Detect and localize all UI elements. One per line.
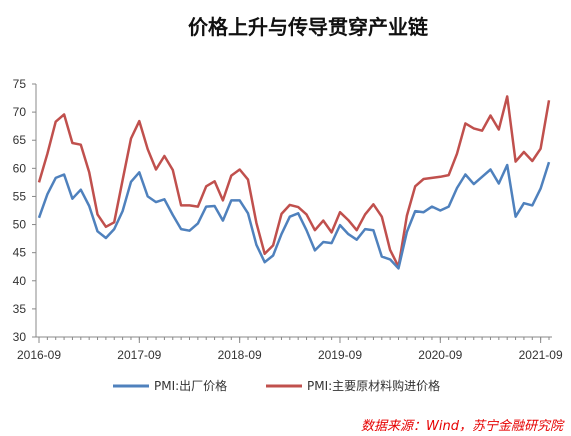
x-tick-label: 2017-09 — [117, 348, 161, 362]
series-line-factory-price — [37, 161, 551, 270]
legend: PMI:出厂价格 PMI:主要原材料购进价格 — [113, 378, 440, 393]
y-tick-label: 65 — [13, 133, 27, 147]
axes: 30 35 40 45 50 55 60 65 70 75 2016-09 2017-09 2018-0… — [13, 77, 563, 362]
source-note: 数据来源：Wind，苏宁金融研究院 — [361, 418, 565, 434]
x-tick-label: 2016-09 — [17, 348, 61, 362]
x-tick-label: 2019-09 — [318, 348, 362, 362]
y-tick-label: 60 — [13, 161, 27, 175]
y-tick-label: 30 — [13, 330, 27, 344]
y-tick-label: 70 — [13, 105, 27, 119]
series-lines — [37, 95, 551, 270]
y-tick-label: 55 — [13, 189, 27, 203]
x-tick-label: 2021-09 — [519, 348, 563, 362]
y-tick-label: 75 — [13, 77, 27, 91]
series-line-raw-material-price — [37, 95, 551, 268]
y-tick-label: 50 — [13, 218, 27, 232]
legend-item-factory-price-label: PMI:出厂价格 — [154, 378, 227, 393]
x-tick-label: 2018-09 — [218, 348, 262, 362]
y-tick-label: 40 — [13, 274, 27, 288]
chart-title: 价格上升与传导贯穿产业链 — [188, 15, 429, 39]
y-tick-label: 45 — [13, 246, 27, 260]
y-tick-label: 35 — [13, 302, 27, 316]
x-tick-label: 2020-09 — [418, 348, 462, 362]
legend-item-raw-material-price-label: PMI:主要原材料购进价格 — [307, 378, 440, 393]
